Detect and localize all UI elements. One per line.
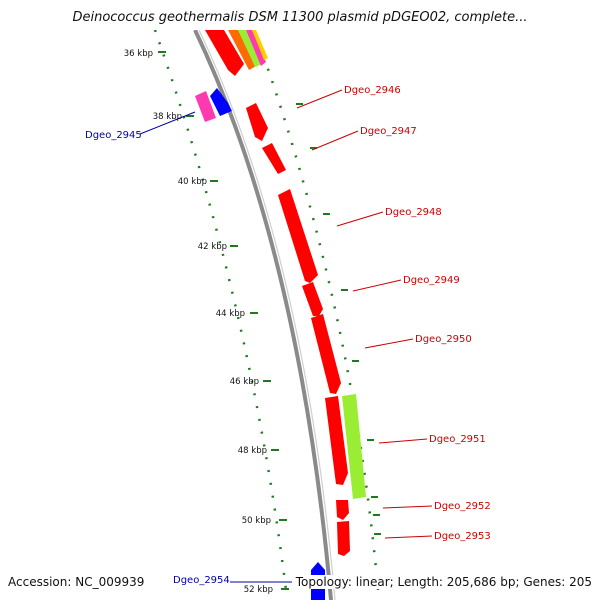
- forward-callouts: [296, 89, 433, 539]
- gene-feature[interactable]: [262, 143, 286, 174]
- gene-label-dgeo-2949[interactable]: Dgeo_2949: [403, 275, 460, 286]
- ruler-label: 52 kbp: [244, 585, 273, 595]
- gene-feature-pink[interactable]: [195, 91, 216, 122]
- ruler-label: 42 kbp: [198, 242, 227, 252]
- topology-summary: Topology: linear; Length: 205,686 bp; Ge…: [291, 575, 592, 589]
- gene-label-dgeo-2953[interactable]: Dgeo_2953: [434, 531, 491, 542]
- gene-feature[interactable]: [336, 500, 349, 520]
- gene-feature[interactable]: [278, 189, 318, 283]
- ruler-labels: 36 kbp 38 kbp 40 kbp 42 kbp 44 kbp 46 kb…: [124, 49, 273, 595]
- gene-feature[interactable]: [302, 282, 323, 316]
- sequence-backbone: [193, 30, 333, 600]
- gene-feature[interactable]: [337, 521, 350, 556]
- inner-ruler-ring: [153, 30, 288, 591]
- reverse-callouts: [139, 111, 305, 583]
- gene-feature-blue[interactable]: [210, 88, 232, 116]
- gene-feature[interactable]: [228, 30, 256, 70]
- gene-label-dgeo-2945[interactable]: Dgeo_2945: [85, 130, 142, 141]
- ruler-label: 44 kbp: [216, 309, 245, 319]
- outer-ruler-ring: [253, 31, 380, 591]
- inner-ticks: [158, 51, 289, 590]
- gene-feature[interactable]: [205, 30, 244, 76]
- gene-label-dgeo-2950[interactable]: Dgeo_2950: [415, 334, 472, 345]
- gene-label-dgeo-2946[interactable]: Dgeo_2946: [344, 85, 401, 96]
- gene-feature[interactable]: [325, 396, 348, 485]
- ruler-label: 50 kbp: [242, 516, 271, 526]
- gene-label-dgeo-2948[interactable]: Dgeo_2948: [385, 207, 442, 218]
- gene-label-dgeo-2951[interactable]: Dgeo_2951: [429, 434, 486, 445]
- ruler-label: 46 kbp: [230, 377, 259, 387]
- map-title: Deinococcus geothermalis DSM 11300 plasm…: [72, 10, 528, 25]
- gene-cluster-top[interactable]: [205, 30, 268, 76]
- ruler-label: 36 kbp: [124, 49, 153, 59]
- gene-labels: Dgeo_2945 Dgeo_2946 Dgeo_2947 Dgeo_2948 …: [85, 85, 491, 586]
- gene-label-dgeo-2954[interactable]: Dgeo_2954: [173, 575, 230, 586]
- gene-feature[interactable]: [246, 30, 266, 66]
- ruler-label: 40 kbp: [178, 177, 207, 187]
- ruler-label: 38 kbp: [153, 112, 182, 122]
- gene-feature[interactable]: [311, 314, 341, 394]
- gene-feature[interactable]: [246, 103, 268, 141]
- gene-label-dgeo-2947[interactable]: Dgeo_2947: [360, 126, 417, 137]
- gene-feature[interactable]: [252, 30, 268, 60]
- gene-label-dgeo-2952[interactable]: Dgeo_2952: [434, 501, 491, 512]
- gene-feature[interactable]: [238, 30, 262, 67]
- ruler-label: 48 kbp: [238, 446, 267, 456]
- gene-feature-green[interactable]: [342, 394, 366, 499]
- accession-text: Accession: NC_009939: [8, 575, 145, 589]
